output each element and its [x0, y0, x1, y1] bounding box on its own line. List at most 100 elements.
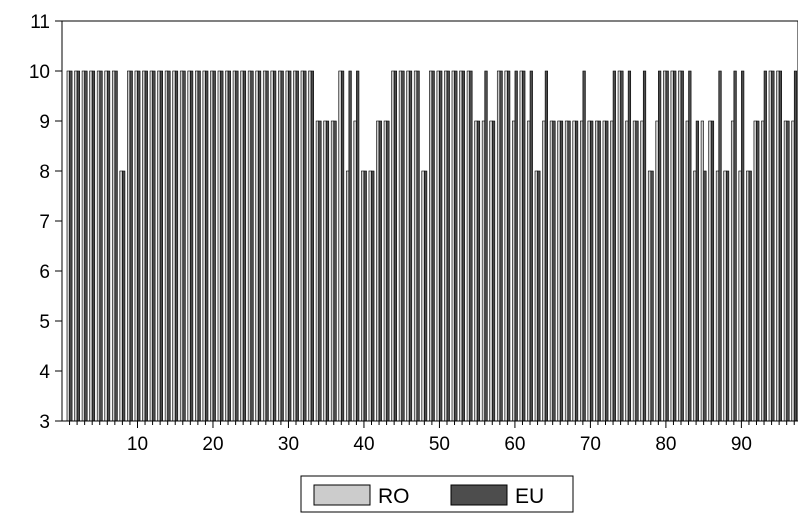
bar-ro-69 — [579, 120, 584, 422]
bar-ro-78 — [647, 170, 652, 422]
bar-ro-76 — [632, 120, 637, 422]
bar-ro-27 — [262, 70, 267, 422]
bar-ro-18 — [195, 70, 199, 422]
bars-group — [66, 70, 798, 422]
bar-ro-65 — [549, 120, 553, 422]
bar-ro-90 — [738, 170, 742, 422]
bar-ro-85 — [700, 120, 704, 422]
bar-ro-81 — [670, 70, 674, 422]
bar-eu-22 — [227, 70, 231, 422]
bar-eu-83 — [688, 70, 692, 422]
bar-ro-49 — [429, 70, 433, 422]
bar-ro-95 — [776, 70, 780, 422]
x-tick-label-10: 10 — [127, 434, 148, 455]
x-tick-label-80: 80 — [655, 434, 676, 455]
bar-ro-19 — [202, 70, 206, 422]
bar-ro-68 — [572, 120, 576, 422]
bar-eu-74 — [620, 70, 624, 422]
bar-eu-78 — [650, 170, 654, 422]
bar-ro-82 — [678, 70, 682, 422]
bar-eu-5 — [99, 70, 103, 422]
bar-ro-53 — [459, 70, 463, 422]
bar-eu-43 — [386, 120, 390, 422]
bar-ro-20 — [210, 70, 214, 422]
bar-eu-57 — [491, 120, 496, 422]
bar-ro-7 — [111, 70, 116, 422]
bar-ro-38 — [345, 170, 350, 422]
bar-eu-80 — [665, 70, 669, 422]
bar-ro-88 — [723, 170, 727, 422]
bar-eu-48 — [424, 170, 428, 422]
bar-eu-66 — [559, 120, 564, 422]
bar-ro-83 — [685, 120, 689, 422]
bar-eu-42 — [378, 120, 382, 422]
bar-ro-26 — [255, 70, 259, 422]
bar-eu-67 — [567, 120, 571, 422]
bar-eu-54 — [469, 70, 473, 422]
bar-eu-49 — [431, 70, 435, 422]
x-tick-label-40: 40 — [353, 434, 374, 455]
bar-eu-93 — [763, 70, 767, 422]
bar-ro-79 — [655, 120, 659, 422]
bar-ro-72 — [602, 120, 606, 422]
bar-ro-84 — [693, 170, 697, 422]
y-tick-label-7: 7 — [39, 212, 50, 233]
bar-ro-74 — [617, 70, 621, 422]
bar-ro-47 — [413, 70, 418, 422]
bar-ro-97 — [791, 120, 795, 422]
bar-eu-81 — [673, 70, 677, 422]
bar-ro-21 — [217, 70, 221, 422]
plot-area — [61, 20, 798, 422]
bar-ro-2 — [74, 70, 78, 422]
bar-ro-92 — [753, 120, 757, 422]
bar-ro-1 — [66, 70, 70, 422]
bar-eu-35 — [325, 120, 330, 422]
bar-ro-64 — [542, 120, 546, 422]
bar-eu-28 — [273, 70, 277, 422]
bar-eu-65 — [552, 120, 556, 422]
bar-ro-4 — [89, 70, 93, 422]
bar-ro-73 — [610, 120, 614, 422]
bar-ro-11 — [142, 70, 146, 422]
bar-eu-36 — [333, 120, 337, 422]
bar-ro-77 — [640, 120, 644, 422]
bar-eu-12 — [152, 70, 156, 422]
bar-eu-96 — [786, 120, 790, 422]
bar-ro-32 — [300, 70, 304, 422]
bar-ro-3 — [81, 70, 85, 422]
bar-eu-86 — [710, 120, 715, 422]
bar-ro-57 — [489, 120, 493, 422]
bar-eu-61 — [522, 70, 526, 422]
bar-eu-8 — [122, 170, 126, 422]
bar-eu-87 — [718, 70, 722, 422]
bar-eu-89 — [733, 70, 737, 422]
bar-ro-41 — [368, 170, 372, 422]
bar-eu-51 — [446, 70, 450, 422]
bar-eu-31 — [295, 70, 299, 422]
bar-ro-23 — [232, 70, 236, 422]
bar-eu-20 — [212, 70, 216, 422]
bar-eu-15 — [174, 70, 179, 422]
bar-eu-70 — [590, 120, 594, 422]
bar-ro-46 — [406, 70, 410, 422]
bar-eu-45 — [401, 70, 405, 422]
x-tick-label-20: 20 — [202, 434, 223, 455]
y-axis: 3 4 5 6 7 8 9 10 11 — [29, 12, 62, 433]
y-tick-label-5: 5 — [39, 312, 50, 333]
bar-eu-3 — [84, 70, 88, 422]
bar-eu-95 — [778, 70, 783, 422]
bar-ro-62 — [527, 120, 531, 422]
bar-ro-66 — [557, 120, 561, 422]
bar-ro-24 — [240, 70, 244, 422]
bar-eu-64 — [544, 70, 548, 422]
bar-eu-58 — [499, 70, 503, 422]
y-tick-label-3: 3 — [39, 412, 50, 433]
bar-ro-54 — [466, 70, 470, 422]
bar-eu-72 — [605, 120, 609, 422]
bar-eu-79 — [658, 70, 662, 422]
bar-eu-88 — [725, 170, 730, 422]
bar-ro-12 — [149, 70, 153, 422]
bar-ro-87 — [715, 170, 720, 422]
y-tick-label-6: 6 — [39, 262, 50, 283]
bar-eu-30 — [288, 70, 292, 422]
